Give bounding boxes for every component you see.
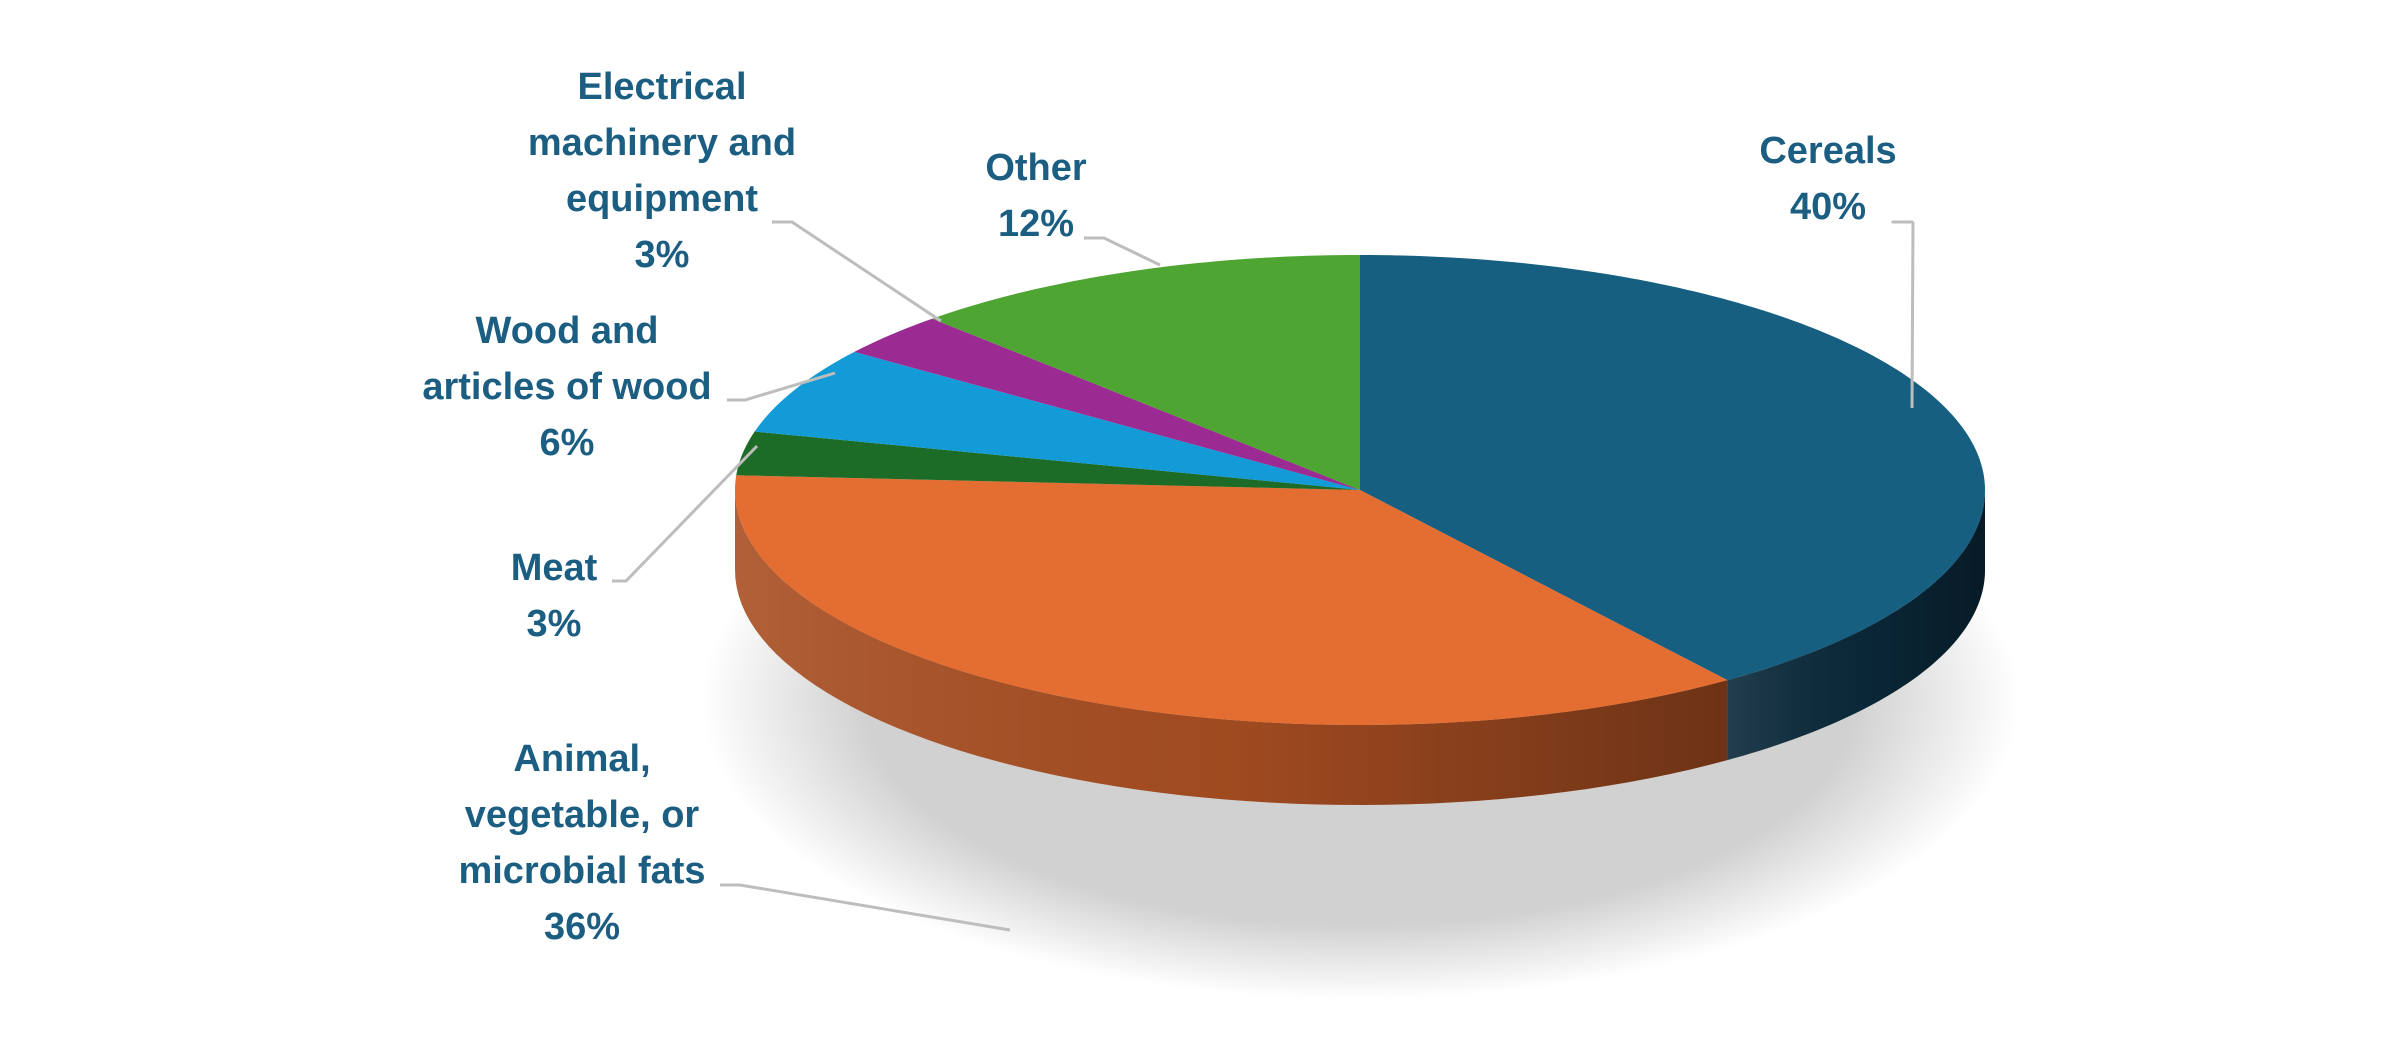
label-cereals: Cereals <box>1759 130 1896 172</box>
value-label-meat: 3% <box>527 603 582 645</box>
value-label-animal-vegetable-or-microbial-fats: 36% <box>544 906 620 948</box>
value-label-other: 12% <box>998 203 1074 245</box>
label-wood-and-articles-of-wood: Wood and articles of wood <box>422 310 711 408</box>
slice-cereals[interactable] <box>1360 255 1985 681</box>
value-label-cereals: 40% <box>1790 186 1866 228</box>
leader-line-meat <box>612 444 759 583</box>
label-electrical-machinery-and-equipment: Electrical machinery and equipment <box>528 66 796 220</box>
label-animal-vegetable-or-microbial-fats: Animal, vegetable, or microbial fats <box>458 738 705 892</box>
value-label-wood-and-articles-of-wood: 6% <box>540 422 595 464</box>
leader-line-wood-and-articles-of-wood <box>727 371 836 402</box>
value-label-electrical-machinery-and-equipment: 3% <box>635 234 690 276</box>
slice-meat[interactable] <box>736 431 1360 490</box>
slice-electrical-machinery-and-equipment[interactable] <box>854 318 1360 490</box>
pie-slices <box>735 255 1985 725</box>
leader-line-electrical-machinery-and-equipment <box>772 220 942 323</box>
leader-line-cereals <box>1890 219 1915 409</box>
slice-other[interactable] <box>932 255 1360 490</box>
side-cereals-shade <box>1727 490 1985 761</box>
pie-labels: Cereals 40% Animal, vegetable, or microbial … <box>422 66 1915 948</box>
leader-line-animal-vegetable-or-microbial-fats <box>720 883 1011 932</box>
side-animal-vegetable-or-microbial-fats-shade <box>735 490 1728 805</box>
leader-line-other <box>1084 236 1161 267</box>
slice-wood-and-articles-of-wood[interactable] <box>754 351 1360 490</box>
pie-sides <box>735 490 1985 805</box>
label-other: Other <box>985 147 1087 189</box>
slice-animal-vegetable-or-microbial-fats[interactable] <box>735 475 1728 725</box>
label-meat: Meat <box>511 547 598 589</box>
